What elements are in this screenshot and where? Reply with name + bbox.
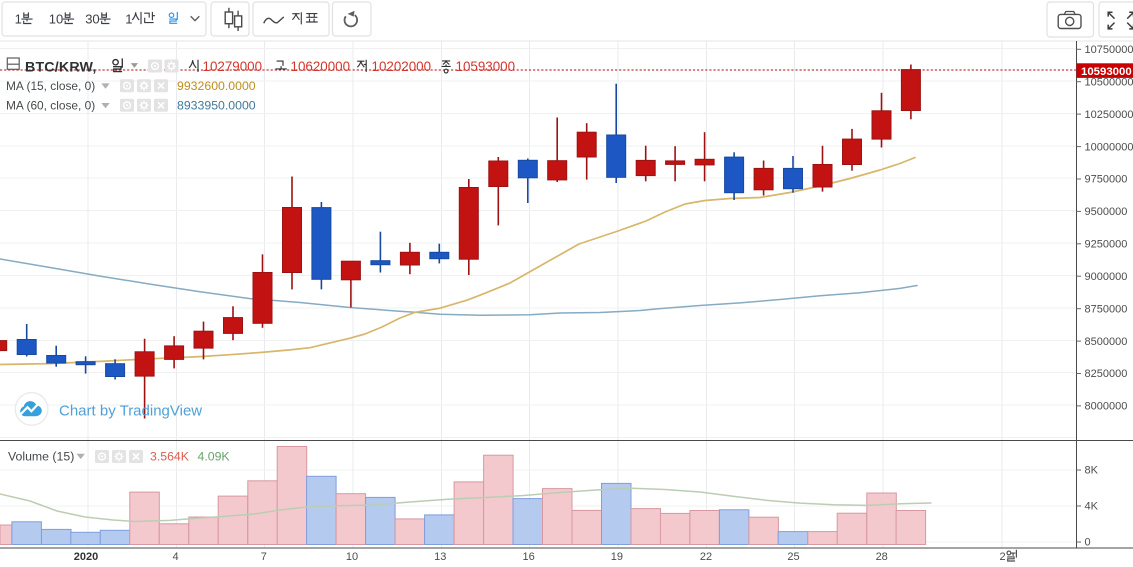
svg-text:25: 25 <box>787 551 799 563</box>
svg-text:1: 1 <box>15 11 22 26</box>
svg-text:10: 10 <box>49 11 63 26</box>
svg-text:4.09K: 4.09K <box>198 450 231 464</box>
svg-text:10202000: 10202000 <box>372 59 432 74</box>
svg-text:8750000: 8750000 <box>1085 303 1128 315</box>
svg-text:8250000: 8250000 <box>1085 368 1128 380</box>
svg-text:8933950.0000: 8933950.0000 <box>177 99 256 113</box>
svg-text:MA (15, close, 0): MA (15, close, 0) <box>6 79 95 93</box>
svg-text:9932600.0000: 9932600.0000 <box>177 79 256 93</box>
svg-text:4K: 4K <box>1085 501 1099 513</box>
svg-text:10000000: 10000000 <box>1085 141 1133 153</box>
svg-text:28: 28 <box>876 551 888 563</box>
svg-text:1: 1 <box>125 11 132 26</box>
svg-text:2: 2 <box>999 551 1005 563</box>
svg-text:Chart by TradingView: Chart by TradingView <box>59 403 202 420</box>
svg-text:8000000: 8000000 <box>1085 401 1128 413</box>
svg-text:8500000: 8500000 <box>1085 336 1128 348</box>
svg-text:10279000: 10279000 <box>203 59 263 74</box>
svg-text:10620000: 10620000 <box>291 59 351 74</box>
svg-text:16: 16 <box>522 551 534 563</box>
svg-text:4: 4 <box>172 551 178 563</box>
svg-text:3.564K: 3.564K <box>150 450 190 464</box>
svg-text:BTC/KRW,: BTC/KRW, <box>25 59 96 75</box>
svg-text:10500000: 10500000 <box>1085 76 1133 88</box>
svg-text:0: 0 <box>1085 537 1091 549</box>
svg-text:9000000: 9000000 <box>1085 271 1128 283</box>
svg-text:10593000: 10593000 <box>456 59 516 74</box>
svg-text:2020: 2020 <box>74 551 98 563</box>
svg-text:19: 19 <box>611 551 623 563</box>
svg-text:MA (60, close, 0): MA (60, close, 0) <box>6 99 95 113</box>
svg-text:9500000: 9500000 <box>1085 206 1128 218</box>
svg-text:30: 30 <box>85 11 99 26</box>
svg-text:9750000: 9750000 <box>1085 174 1128 186</box>
svg-text:7: 7 <box>261 551 267 563</box>
svg-text:13: 13 <box>434 551 446 563</box>
svg-text:10: 10 <box>346 551 358 563</box>
svg-text:10750000: 10750000 <box>1085 44 1133 56</box>
svg-text:10250000: 10250000 <box>1085 109 1133 121</box>
svg-text:9250000: 9250000 <box>1085 239 1128 251</box>
svg-text:Volume (15): Volume (15) <box>8 450 74 464</box>
svg-text:8K: 8K <box>1085 465 1099 477</box>
svg-text:10593000: 10593000 <box>1081 66 1132 78</box>
svg-text:22: 22 <box>700 551 712 563</box>
